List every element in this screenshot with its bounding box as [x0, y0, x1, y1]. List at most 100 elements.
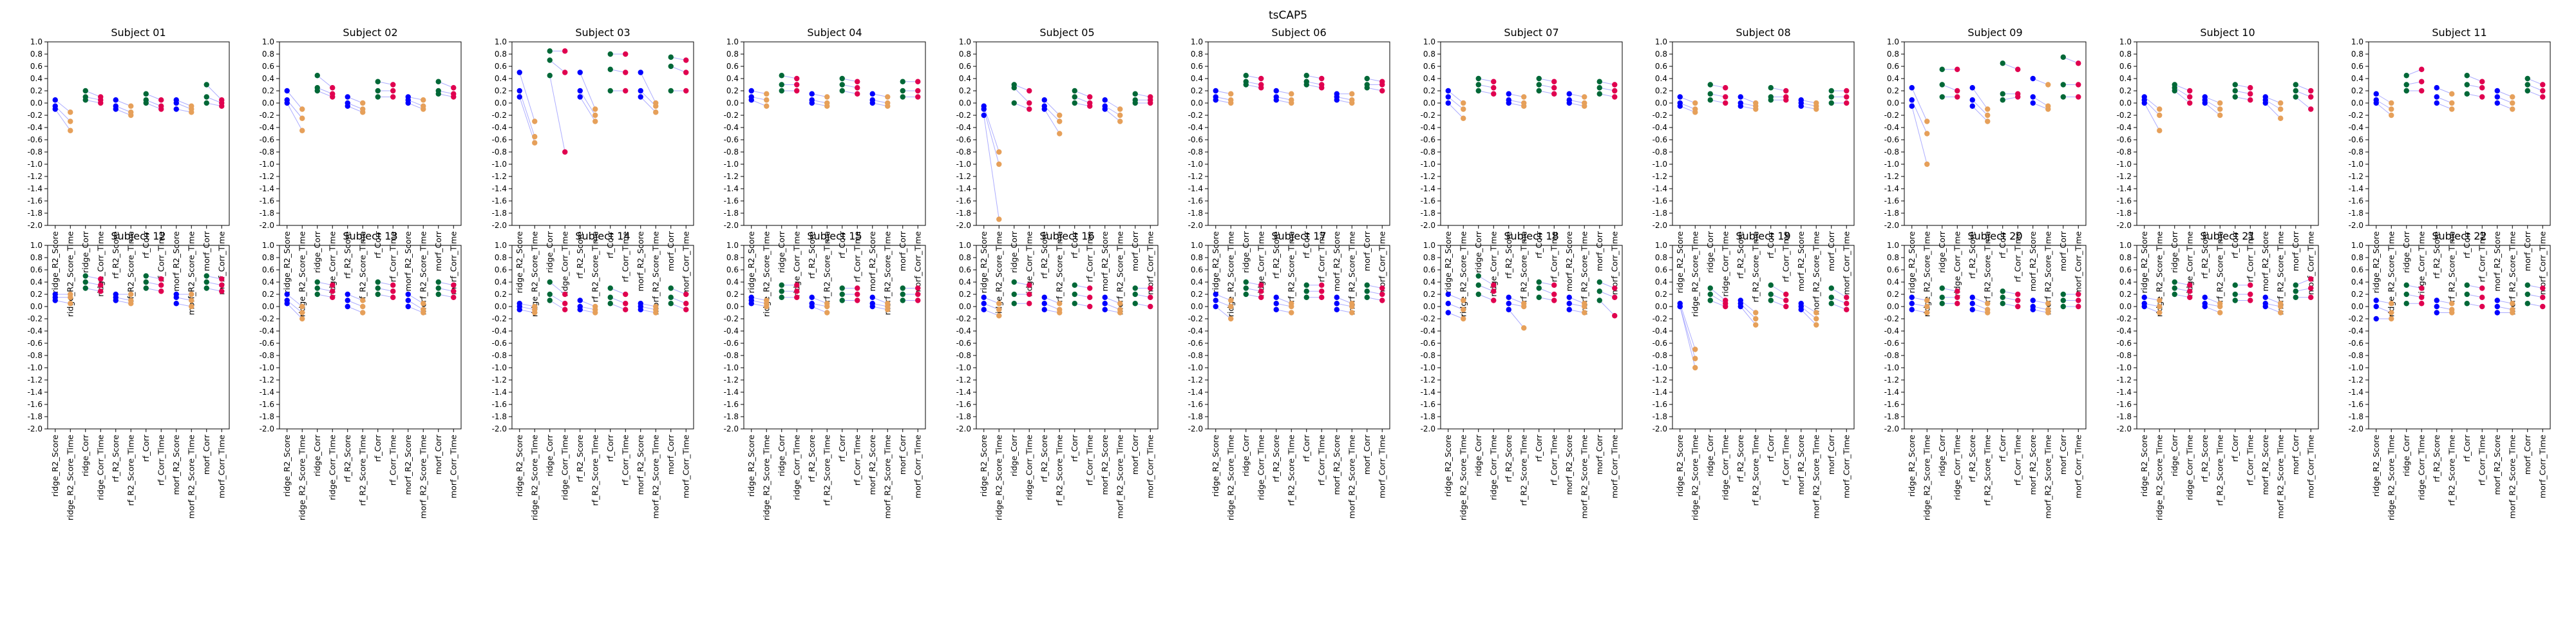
y-tick-label: -1.8	[2349, 209, 2363, 218]
data-point	[547, 73, 553, 79]
y-tick-label: -1.2	[492, 172, 507, 181]
pair-link	[1972, 87, 1988, 109]
pair-link	[1215, 306, 1231, 319]
data-point	[683, 307, 689, 312]
data-point	[607, 294, 613, 300]
pair-link	[1770, 294, 1786, 301]
plot-frame	[511, 41, 694, 226]
data-point	[607, 285, 613, 291]
y-tick-label: -1.8	[260, 209, 274, 218]
x-tick-label: rf_R2_Score_Time	[126, 231, 135, 303]
y-tick-label: -1.2	[260, 172, 274, 181]
y-tick-label: 0.2	[1191, 86, 1203, 95]
plot-frame	[976, 245, 1159, 430]
data-point	[2217, 112, 2223, 118]
x-tick-label: morf_R2_Score_Time	[186, 435, 196, 519]
pair-link	[55, 109, 71, 131]
data-point	[1349, 310, 1355, 316]
data-point	[1087, 285, 1093, 291]
data-point	[1692, 355, 1698, 361]
data-point	[421, 97, 426, 103]
y-tick-label: 0.0	[1655, 302, 1667, 311]
data-point	[2293, 289, 2298, 294]
y-tick-label: 0.2	[1655, 86, 1667, 95]
y-tick-label: 0.6	[726, 265, 739, 274]
y-tick-label: -0.2	[260, 314, 274, 323]
data-point	[1969, 85, 1975, 91]
y-tick-label: -0.8	[1653, 147, 1667, 156]
x-tick-label: morf_Corr_Time	[1609, 231, 1619, 295]
x-tick-label: morf_R2_Score	[2492, 231, 2502, 292]
data-point	[915, 79, 921, 84]
y-tick-label: -1.8	[260, 412, 274, 421]
pair-link	[1215, 300, 1231, 307]
y-tick-label: 0.4	[726, 74, 739, 83]
data-point	[1011, 301, 1017, 307]
pair-link	[519, 97, 535, 143]
data-point	[2172, 279, 2177, 285]
y-tick-label: 0.0	[1423, 99, 1435, 108]
data-point	[1596, 85, 1602, 91]
data-point	[855, 298, 860, 303]
pair-link	[347, 300, 363, 307]
y-tick-label: -0.4	[956, 123, 971, 132]
y-tick-label: 0.4	[2351, 74, 2363, 83]
data-point	[1102, 106, 1108, 112]
pair-link	[2204, 102, 2221, 116]
data-point	[981, 106, 987, 112]
pair-link	[549, 294, 565, 304]
data-point	[2419, 294, 2425, 300]
y-tick-label: -0.8	[28, 351, 43, 360]
y-tick-label: 1.0	[959, 37, 971, 46]
x-tick-label: ridge_Corr	[1705, 231, 1715, 273]
pair-link	[549, 300, 565, 310]
pair-link	[2265, 102, 2281, 119]
pair-link	[317, 75, 333, 88]
data-point	[314, 73, 320, 79]
y-tick-label: -2.0	[956, 424, 971, 433]
plot-frame	[2136, 245, 2319, 430]
y-tick-label: 0.2	[1191, 290, 1203, 299]
x-tick-label: morf_R2_Score_Time	[1811, 435, 1821, 519]
y-tick-label: 0.8	[495, 50, 507, 59]
y-tick-label: -1.4	[1421, 388, 1435, 397]
subplot: Subject 221.00.80.60.40.20.0-0.2-0.4-0.6…	[2349, 230, 2551, 520]
data-point	[435, 285, 441, 291]
data-point	[2076, 94, 2081, 100]
y-tick-label: -1.4	[2117, 388, 2132, 397]
data-point	[1491, 85, 1497, 91]
pair-link	[1336, 297, 1352, 304]
x-tick-label: ridge_Corr_Time	[1720, 435, 1730, 500]
x-tick-label: ridge_R2_Score	[746, 231, 756, 294]
data-point	[1319, 85, 1325, 91]
data-point	[1707, 298, 1713, 303]
data-point	[1148, 303, 1153, 310]
y-tick-label: -0.8	[724, 147, 739, 156]
y-tick-label: -1.8	[956, 209, 971, 218]
data-point	[2278, 115, 2284, 121]
data-point	[1506, 91, 1511, 97]
x-tick-label: morf_Corr_Time	[913, 231, 922, 295]
data-point	[547, 57, 553, 63]
data-point	[1273, 97, 1279, 103]
pair-link	[206, 84, 222, 100]
x-tick-label: ridge_R2_Score	[282, 435, 292, 497]
data-point	[1041, 301, 1047, 307]
data-point	[1213, 303, 1218, 310]
pair-link	[2497, 97, 2513, 104]
data-point	[1072, 301, 1077, 307]
data-point	[1985, 106, 1991, 112]
pair-link	[408, 306, 424, 313]
y-tick-label: -0.8	[1884, 351, 1899, 360]
x-tick-label: rf_R2_Score	[1736, 231, 1745, 279]
data-point	[2449, 106, 2455, 112]
data-point	[1566, 91, 1572, 97]
data-point	[623, 51, 629, 57]
y-tick-label: 0.2	[2351, 290, 2363, 299]
data-point	[2540, 294, 2546, 300]
data-point	[1798, 103, 1804, 109]
subplot: Subject 061.00.80.60.40.20.0-0.2-0.4-0.6…	[1188, 26, 1390, 317]
data-point	[996, 149, 1002, 155]
data-point	[996, 307, 1002, 312]
pair-link	[408, 99, 424, 107]
